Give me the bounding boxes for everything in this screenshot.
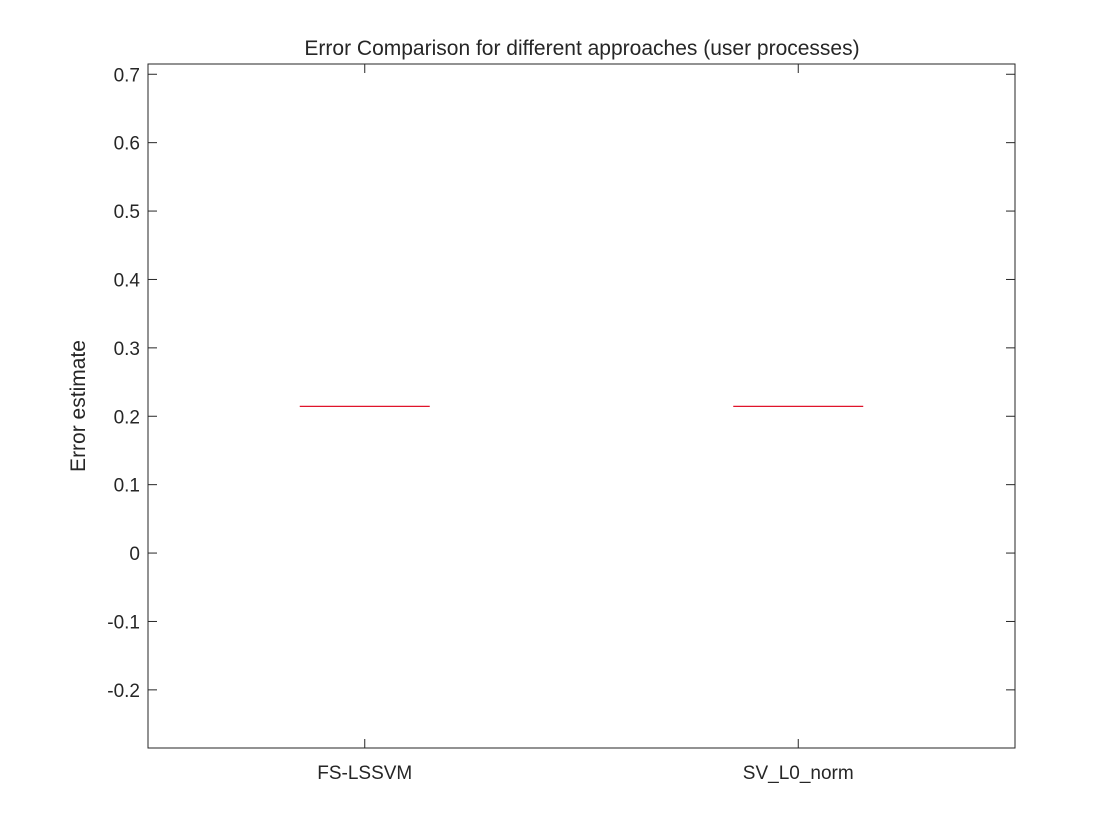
x-category-label: SV_L0_norm xyxy=(743,763,854,784)
y-tick-label: 0.2 xyxy=(114,407,140,428)
plot-frame xyxy=(147,63,1016,749)
y-tick-label: 0 xyxy=(129,544,140,565)
y-tick-label: 0.6 xyxy=(114,134,140,155)
y-tick-label: 0.5 xyxy=(114,202,140,223)
x-axis-ticks: FS-LSSVM SV_L0_norm xyxy=(317,64,854,784)
y-tick-label: 0.7 xyxy=(114,65,140,86)
chart-title: Error Comparison for different approache… xyxy=(304,37,859,60)
y-tick-label: 0.3 xyxy=(114,339,140,360)
x-category-label: FS-LSSVM xyxy=(317,763,412,784)
y-axis-ticks: -0.2 -0.1 0 0.1 0.2 0.3 0.4 0.5 0.6 0.7 xyxy=(107,65,1015,702)
y-tick-label: 0.1 xyxy=(114,476,140,497)
y-axis-label: Error estimate xyxy=(67,340,90,472)
y-tick-label: -0.1 xyxy=(107,612,140,633)
y-tick-label: -0.2 xyxy=(107,681,140,702)
y-tick-label: 0.4 xyxy=(114,270,141,291)
